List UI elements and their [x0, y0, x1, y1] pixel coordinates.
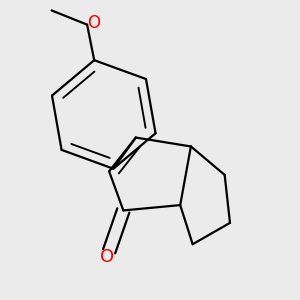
Text: O: O: [87, 14, 100, 32]
Text: O: O: [100, 248, 114, 266]
